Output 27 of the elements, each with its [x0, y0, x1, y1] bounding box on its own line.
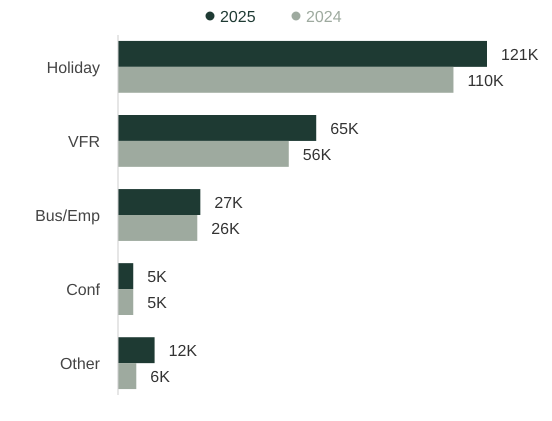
data-label: 56K: [302, 146, 332, 164]
data-label: 12K: [168, 343, 198, 360]
y-tick-label: Other: [60, 356, 101, 374]
y-tick-label: Bus/Emp: [35, 208, 100, 225]
bar: [118, 140, 289, 167]
data-label: 5K: [147, 269, 168, 286]
y-tick-label: Conf: [66, 282, 101, 300]
bar: [118, 289, 134, 315]
bar: [118, 189, 200, 215]
data-label: 5K: [147, 295, 168, 312]
data-label: 26K: [211, 220, 240, 238]
legend-label: 2024: [306, 9, 342, 26]
bar: [118, 215, 198, 241]
data-label: 27K: [214, 195, 244, 212]
data-label: 65K: [330, 120, 360, 138]
bar: [118, 40, 487, 67]
bar: [118, 363, 136, 390]
data-label: 6K: [150, 369, 170, 386]
y-tick-label: VFR: [68, 134, 100, 151]
legend-label: 2025: [220, 9, 256, 26]
bar: [118, 115, 316, 141]
bar: [118, 337, 155, 364]
data-label: 110K: [467, 72, 504, 90]
data-label: 121K: [501, 46, 539, 64]
y-tick-label: Holiday: [46, 60, 100, 77]
bar: [118, 263, 134, 290]
bar: [118, 66, 454, 93]
